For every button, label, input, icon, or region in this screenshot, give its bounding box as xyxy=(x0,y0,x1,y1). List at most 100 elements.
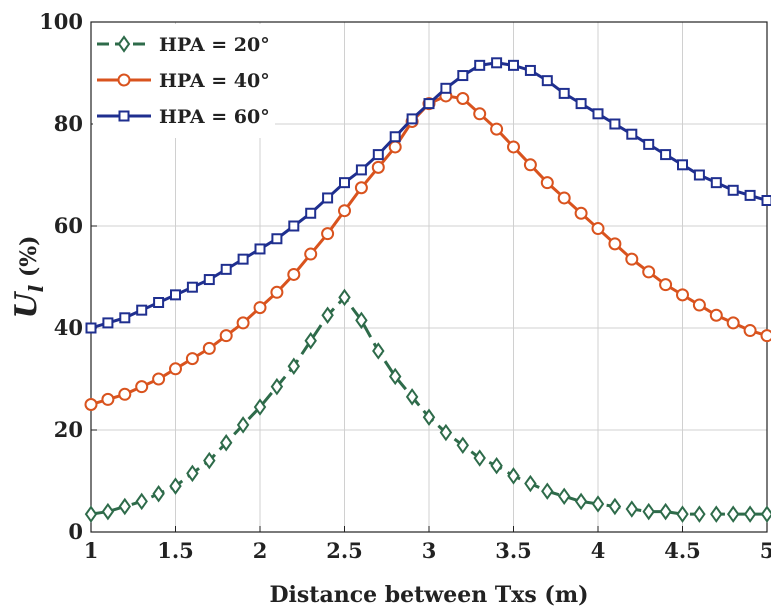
data-point xyxy=(355,311,368,330)
data-point xyxy=(608,497,622,516)
x-tick-label: 2 xyxy=(253,538,268,563)
data-point xyxy=(490,122,504,136)
y-tick-label: 40 xyxy=(54,315,83,340)
data-point xyxy=(118,387,132,401)
data-point xyxy=(355,164,367,176)
data-point xyxy=(236,316,250,330)
data-point xyxy=(219,329,233,343)
data-point xyxy=(219,434,233,452)
x-tick-label: 2.5 xyxy=(326,538,363,563)
data-point xyxy=(760,505,771,523)
data-point xyxy=(440,82,452,94)
data-point xyxy=(557,191,571,205)
data-point xyxy=(692,298,706,312)
data-point xyxy=(118,497,132,516)
data-point xyxy=(693,169,705,181)
data-point xyxy=(254,243,266,255)
x-tick-label: 3 xyxy=(422,538,437,563)
data-point xyxy=(270,285,284,299)
data-point xyxy=(388,367,402,386)
data-point xyxy=(270,377,284,396)
legend-marker xyxy=(118,110,130,122)
data-point xyxy=(203,274,215,286)
data-point xyxy=(676,288,689,302)
data-point xyxy=(354,181,368,195)
legend: HPA = 20° HPA = 40° HPA = 60° xyxy=(93,24,275,138)
data-point xyxy=(743,324,757,338)
y-axis-label-main: U xyxy=(9,291,44,319)
x-tick-label: 1.5 xyxy=(157,538,194,563)
y-tick-label: 80 xyxy=(54,111,83,136)
data-point xyxy=(321,306,334,324)
data-point xyxy=(677,159,688,171)
data-point xyxy=(508,59,519,71)
data-point xyxy=(102,317,114,329)
data-point xyxy=(743,505,757,523)
data-point xyxy=(339,177,350,189)
data-point xyxy=(389,131,401,143)
data-point xyxy=(557,487,571,506)
data-point xyxy=(659,502,672,521)
data-point xyxy=(523,158,537,172)
data-point xyxy=(540,176,554,190)
data-point xyxy=(304,332,317,350)
data-point xyxy=(474,59,486,71)
legend-marker xyxy=(117,73,131,87)
data-point xyxy=(170,289,181,301)
data-point xyxy=(609,118,621,130)
data-point xyxy=(507,140,520,154)
data-point xyxy=(136,304,148,316)
data-point xyxy=(253,301,267,315)
data-point xyxy=(288,220,300,232)
data-point xyxy=(642,502,655,521)
x-tick-label: 3.5 xyxy=(495,538,532,563)
data-point xyxy=(186,464,199,483)
plot-frame xyxy=(90,21,768,533)
data-point xyxy=(185,352,199,366)
data-point xyxy=(643,138,655,150)
data-point xyxy=(608,237,622,251)
x-tick-label: 4 xyxy=(591,538,606,563)
data-point xyxy=(439,423,453,442)
data-point xyxy=(575,98,587,110)
data-point xyxy=(423,98,435,110)
data-point xyxy=(574,492,588,511)
data-point xyxy=(169,362,182,376)
data-point xyxy=(152,485,165,503)
data-point xyxy=(135,492,148,511)
data-point xyxy=(152,372,166,386)
data-point xyxy=(406,113,418,125)
series-square xyxy=(85,57,771,334)
data-point xyxy=(237,253,249,265)
data-point xyxy=(457,70,469,82)
x-tick-label: 1 xyxy=(84,538,99,563)
legend-entry: HPA = 40° xyxy=(97,70,270,92)
data-point xyxy=(85,322,97,334)
x-axis-label: Distance between Txs (m) xyxy=(269,582,588,607)
data-point xyxy=(304,247,318,261)
data-point xyxy=(202,341,216,355)
data-point xyxy=(322,192,334,204)
data-point xyxy=(84,398,98,411)
data-point xyxy=(524,474,537,493)
series-circle xyxy=(84,89,771,411)
data-point xyxy=(726,316,740,330)
data-point xyxy=(524,64,536,76)
data-point xyxy=(710,177,722,189)
data-point xyxy=(236,416,250,434)
data-point xyxy=(574,206,588,220)
data-point xyxy=(186,281,198,293)
data-point xyxy=(338,288,351,307)
data-point xyxy=(153,297,165,308)
data-point xyxy=(709,308,723,322)
legend-marker xyxy=(117,35,131,53)
data-point xyxy=(660,149,672,161)
y-tick-label: 0 xyxy=(68,519,83,544)
data-point xyxy=(135,380,149,394)
data-point xyxy=(338,204,351,218)
data-point xyxy=(491,57,503,69)
data-point xyxy=(473,449,486,467)
data-point xyxy=(372,342,385,360)
data-point xyxy=(169,477,182,495)
